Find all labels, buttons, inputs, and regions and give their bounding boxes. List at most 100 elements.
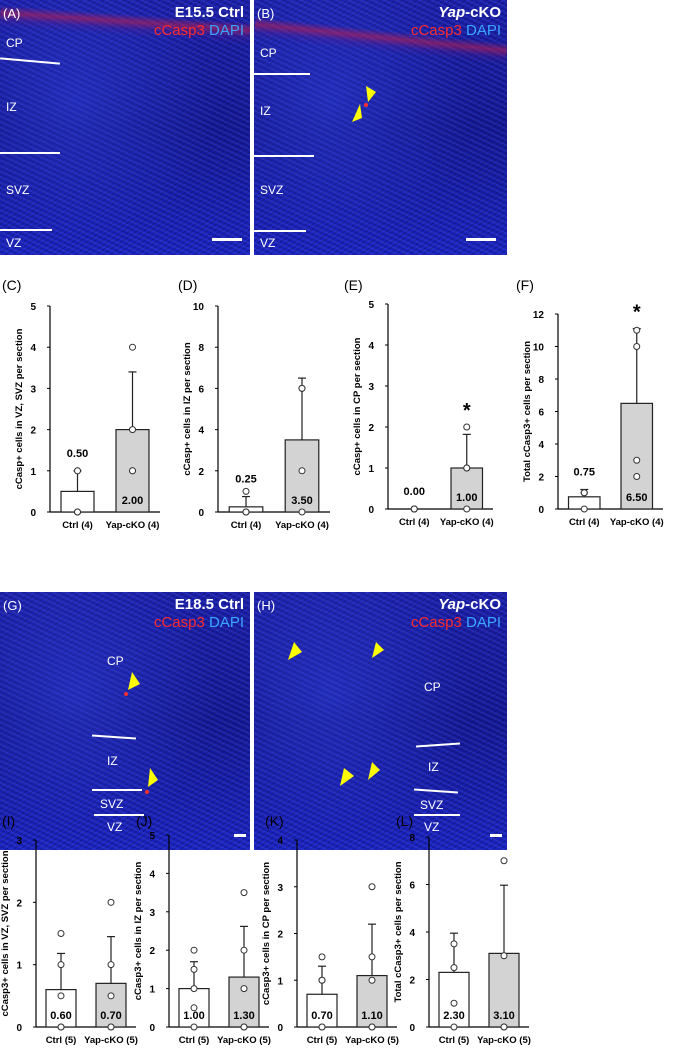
y-tick-label: 2	[409, 976, 415, 987]
image-title: E18.5 Ctrl	[174, 596, 244, 613]
y-axis-label: Total cCasp3+ cells per section	[522, 341, 533, 482]
value-label: 3.10	[493, 1010, 514, 1022]
x-tick-label: Yap-cKO (5)	[345, 1035, 399, 1046]
stain-blue: DAPI	[208, 614, 244, 631]
data-point	[107, 961, 115, 969]
significance-asterisk: *	[463, 400, 471, 422]
zone-label-vz: VZ	[260, 236, 276, 250]
data-point	[633, 343, 641, 350]
x-tick-label: Yap-cKO (4)	[275, 520, 329, 531]
data-point	[298, 384, 306, 392]
data-point	[57, 1023, 65, 1031]
zone-label-svz: SVZ	[6, 183, 30, 197]
y-tick-label: 0	[368, 505, 374, 516]
arrowhead-icon	[368, 762, 380, 780]
zone-label-iz: IZ	[260, 104, 271, 118]
y-tick-label: 4	[538, 440, 544, 451]
value-label: 0.70	[311, 1010, 332, 1022]
y-tick-label: 0	[409, 1023, 415, 1034]
stain-blue: DAPI	[465, 22, 501, 39]
data-point	[368, 883, 376, 891]
data-point	[242, 508, 250, 516]
zone-label-cp: CP	[424, 680, 441, 694]
data-point	[318, 976, 326, 984]
data-point	[74, 467, 81, 475]
bar-cko	[115, 429, 150, 513]
zone-label-svz: SVZ	[420, 798, 444, 812]
micrograph-b: (B) Yap-cKO cCasp3 DAPI CP IZ SVZ VZ	[254, 0, 507, 255]
y-tick-label: 3	[277, 883, 283, 894]
zone-label-iz: IZ	[6, 100, 17, 114]
y-tick-label: 4	[409, 928, 415, 939]
zone-label-vz: VZ	[6, 236, 22, 250]
data-point	[450, 940, 458, 948]
data-point	[318, 953, 326, 961]
panel-tag: (D)	[178, 277, 197, 293]
y-axis-label: cCasp3+ cells in CP per section	[261, 862, 272, 1005]
scale-bar	[212, 238, 242, 241]
bar-cko	[620, 402, 654, 510]
data-point	[57, 1023, 65, 1031]
micrograph-g: (G) E18.5 Ctrl cCasp3 DAPI CP IZ SVZ VZ	[0, 592, 250, 850]
x-tick-label: Ctrl (5)	[46, 1035, 77, 1046]
data-point	[318, 1023, 326, 1031]
x-tick-label: Yap-cKO (4)	[106, 520, 160, 531]
zone-label-svz: SVZ	[260, 183, 284, 197]
y-tick-label: 1	[16, 961, 22, 972]
data-point	[129, 467, 136, 475]
zone-boundary	[254, 73, 310, 75]
x-tick-label: Yap-cKO (5)	[477, 1035, 531, 1046]
zone-boundary	[0, 57, 60, 65]
y-tick-label: 2	[16, 898, 22, 909]
panel-tag: (E)	[344, 277, 363, 293]
value-label: 3.50	[291, 495, 312, 507]
y-tick-label: 2	[538, 473, 544, 484]
data-point	[57, 992, 65, 1000]
title-gene: Yap	[438, 596, 466, 613]
y-tick-label: 6	[409, 881, 415, 892]
y-tick-label: 1	[149, 985, 155, 996]
zone-label-vz: VZ	[424, 820, 440, 834]
value-label: 6.50	[626, 492, 647, 504]
data-point	[107, 1023, 115, 1031]
casp3-cell	[364, 103, 368, 107]
value-label: 1.30	[233, 1010, 254, 1022]
chart-f: (F) 0 2 4 6 8 10 12 Total cCasp3+ cells per sect…	[516, 277, 664, 528]
image-title: Yap-cKO	[438, 596, 501, 613]
bar-ctrl	[438, 971, 470, 1028]
data-point	[368, 1023, 376, 1031]
y-tick-label: 2	[149, 946, 155, 957]
value-label: 0.00	[404, 486, 425, 498]
y-tick-label: 4	[149, 869, 155, 880]
data-point	[580, 489, 588, 497]
data-point	[298, 467, 306, 475]
stain-red: cCasp3	[153, 22, 205, 39]
bar-cko	[356, 974, 388, 1028]
y-tick-label: 5	[30, 302, 36, 313]
data-point	[368, 976, 376, 984]
arrowheads	[352, 86, 376, 122]
bar-cko	[284, 439, 320, 513]
zone-label-cp: CP	[260, 46, 277, 60]
y-axis-label: cCasp3+ cells in VZ, SVZ per section	[0, 850, 11, 1016]
data-point	[190, 965, 198, 973]
y-tick-label: 6	[538, 408, 544, 419]
y-tick-label: 3	[149, 908, 155, 919]
data-point	[298, 384, 306, 392]
data-point	[240, 946, 248, 954]
bar-ctrl	[45, 988, 77, 1028]
data-point	[242, 487, 250, 495]
data-point	[580, 489, 588, 497]
y-tick-label: 6	[198, 384, 204, 395]
data-point	[410, 505, 418, 513]
x-tick-label: Ctrl (4)	[231, 520, 262, 531]
zone-boundary	[0, 229, 52, 231]
value-label: 0.70	[100, 1010, 121, 1022]
y-tick-label: 0	[30, 508, 36, 519]
image-title: E15.5 Ctrl	[174, 4, 244, 21]
y-axis-label: cCasp+ cells in IZ per section	[182, 342, 193, 476]
panel-tag: (A)	[3, 6, 21, 21]
data-point	[74, 508, 81, 516]
stain-legend: cCasp3 DAPI	[411, 614, 501, 631]
value-label: 1.00	[183, 1010, 204, 1022]
